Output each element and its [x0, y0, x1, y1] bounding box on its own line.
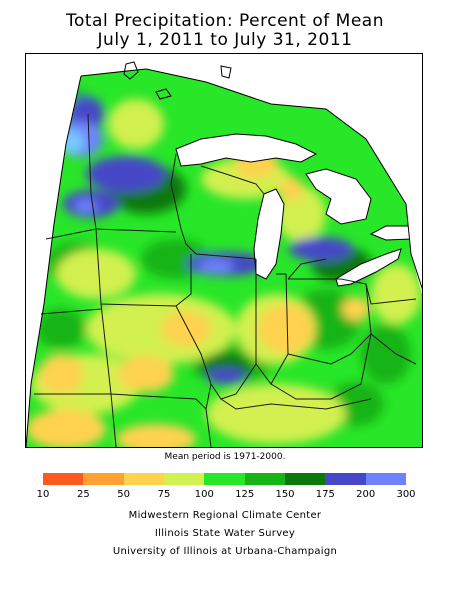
legend-tick: 75 — [157, 489, 171, 500]
zone-50-75 — [279, 177, 303, 201]
domain-outline-west — [26, 75, 82, 447]
zone-125-150 — [361, 324, 411, 384]
zone-75-100 — [371, 264, 421, 324]
zone-50-75 — [26, 409, 106, 447]
credit-uiuc: University of Illinois at Urbana-Champai… — [112, 546, 338, 557]
border-il — [210, 259, 257, 400]
border-ne — [45, 228, 97, 240]
border-ms-river — [205, 408, 212, 447]
legend-swatch — [123, 473, 164, 485]
border-mn-ia — [95, 228, 177, 233]
zone-175-200 — [86, 156, 166, 192]
map-title: Total Precipitation: Percent of Mean — [66, 11, 384, 31]
legend-tick: 125 — [235, 489, 255, 500]
zone-50-75 — [39, 354, 83, 394]
legend-tick-labels: 10 25 50 75 100 125 150 175 200 300 — [30, 489, 420, 501]
legend-swatch — [284, 473, 326, 485]
zone-125-150 — [36, 309, 86, 349]
legend-swatch — [365, 473, 406, 485]
border-ar — [110, 393, 117, 447]
border-ky-tn — [220, 398, 372, 410]
legend-tick: 150 — [275, 489, 295, 500]
zone-50-75 — [116, 424, 196, 447]
lake-michigan — [253, 188, 285, 280]
island-outline — [220, 65, 232, 79]
precipitation-map — [25, 53, 423, 448]
border-mn-wi — [170, 153, 182, 230]
legend-tick: 300 — [396, 489, 416, 500]
credit-isws: Illinois State Water Survey — [154, 528, 296, 539]
zone-50-75 — [342, 297, 370, 321]
legend-swatch — [325, 473, 366, 485]
lake-huron — [305, 168, 372, 225]
border-mi-lower — [287, 258, 327, 280]
legend-tick: 200 — [356, 489, 376, 500]
zone-50-75 — [258, 304, 314, 354]
state-boundaries — [34, 113, 417, 447]
zone-175-200 — [206, 368, 246, 384]
domain-outline — [80, 68, 422, 290]
island-outline — [123, 61, 139, 80]
lake-superior — [175, 133, 318, 167]
color-legend — [43, 473, 406, 485]
zone-50-75 — [118, 356, 174, 392]
map-canvas — [26, 54, 422, 447]
island-outline — [155, 88, 172, 100]
mean-period-note: Mean period is 1971-2000. — [164, 452, 286, 462]
zone-75-100 — [206, 384, 346, 444]
legend-swatch — [43, 473, 84, 485]
border-mn-west — [87, 113, 97, 230]
legend-swatch — [204, 473, 245, 485]
outside-domain — [26, 54, 422, 447]
zone-175-200 — [289, 237, 353, 261]
legend-swatch — [163, 473, 205, 485]
border-ks — [40, 308, 102, 315]
credit-mrcc: Midwestern Regional Climate Center — [128, 510, 322, 521]
border-pa — [365, 283, 417, 305]
zone-50-75 — [161, 311, 211, 347]
legend-tick: 50 — [117, 489, 131, 500]
border-wi-up — [200, 165, 265, 195]
lake-erie — [335, 248, 402, 287]
legend-swatch — [244, 473, 285, 485]
border-ky — [270, 333, 372, 400]
legend-swatch — [83, 473, 124, 485]
legend-tick: 100 — [194, 489, 214, 500]
zone-75-100 — [108, 99, 164, 149]
zone-75-100 — [56, 249, 136, 299]
legend-tick: 175 — [315, 489, 335, 500]
border-wv — [370, 333, 417, 365]
legend-tick: 10 — [36, 489, 50, 500]
border-wi-il — [180, 228, 257, 260]
legend-tick: 25 — [76, 489, 90, 500]
zone-200-300 — [74, 199, 98, 213]
zone-200-300 — [198, 259, 234, 273]
map-date-range: July 1, 2011 to July 31, 2011 — [97, 30, 353, 50]
